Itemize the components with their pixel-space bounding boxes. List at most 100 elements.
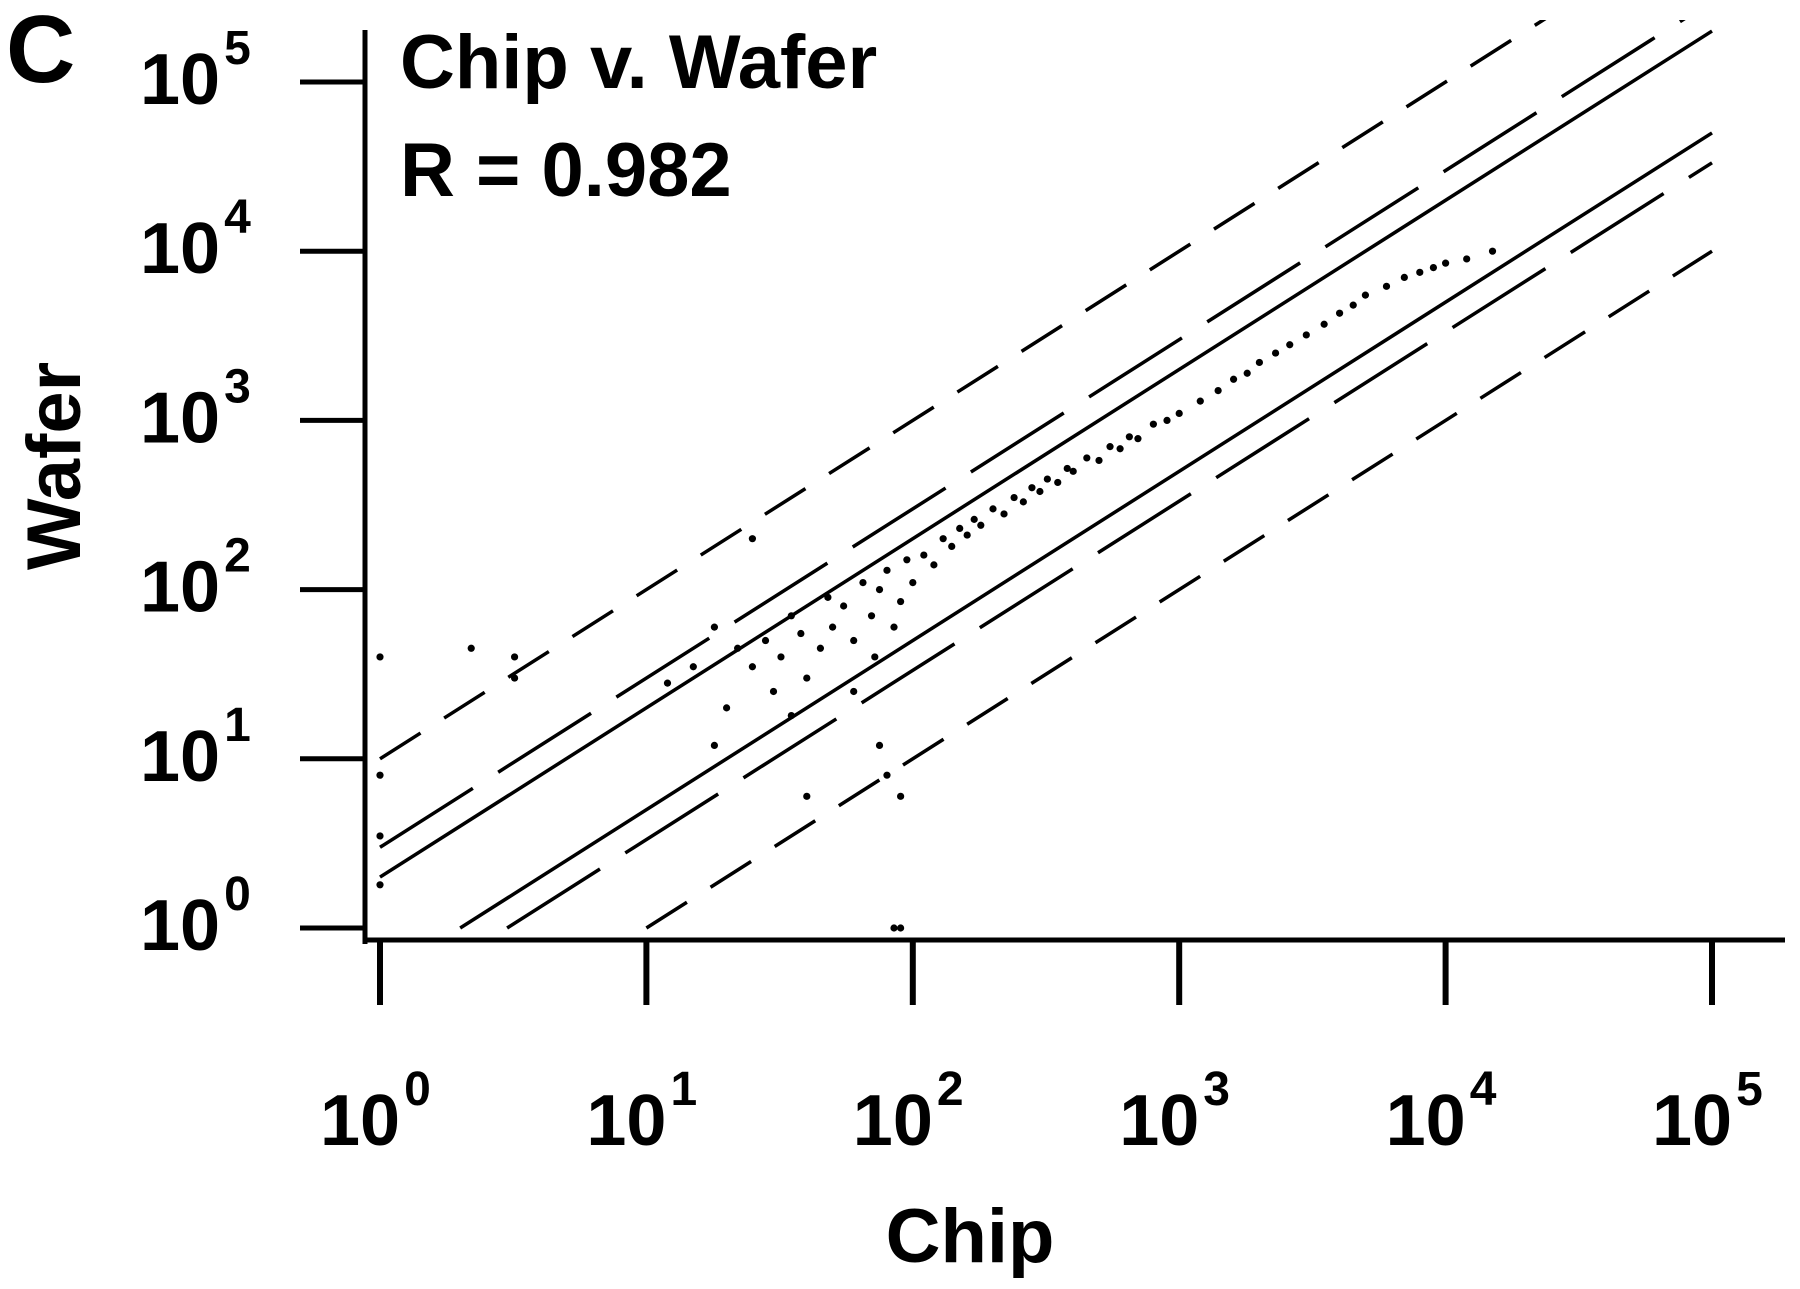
data-point (376, 653, 384, 661)
x-tick-exponent: 5 (1736, 1063, 1763, 1116)
y-tick-exponent: 0 (224, 868, 251, 921)
data-point (467, 644, 475, 652)
data-point (1125, 433, 1133, 441)
y-tick-label: 105 (140, 22, 251, 120)
data-point (1069, 467, 1077, 475)
data-point (710, 623, 719, 631)
y-tick-exponent: 2 (224, 530, 251, 583)
data-point (689, 663, 697, 671)
y-tick-label: 103 (140, 360, 251, 458)
data-point (1302, 331, 1310, 339)
data-point (510, 674, 519, 682)
data-point (769, 687, 778, 696)
data-point (1429, 263, 1438, 272)
data-point (829, 623, 837, 631)
data-point (1019, 498, 1027, 506)
reference-line-long-dash (506, 161, 1713, 930)
data-point (1271, 349, 1280, 357)
x-tick-label: 100 (320, 1063, 431, 1161)
data-point (897, 924, 905, 932)
y-tick-label: 104 (140, 191, 251, 289)
data-point (1063, 464, 1071, 473)
data-point (1320, 320, 1328, 328)
data-point (956, 524, 964, 532)
data-point (989, 505, 997, 513)
data-point (1134, 435, 1142, 443)
reference-line-short-dash (645, 249, 1713, 930)
data-point (850, 687, 858, 696)
data-point (1243, 369, 1251, 377)
data-point (1036, 487, 1044, 496)
x-tick-exponent: 2 (937, 1063, 964, 1116)
data-point (1286, 341, 1294, 349)
data-point (1416, 268, 1424, 276)
data-point (1400, 273, 1408, 282)
x-tick-label: 102 (853, 1063, 964, 1161)
data-point (1214, 387, 1222, 395)
chart-title: Chip v. Wafer (400, 20, 877, 105)
data-point (376, 881, 384, 889)
data-point (909, 578, 917, 587)
data-point (1382, 282, 1391, 290)
data-point (1463, 255, 1471, 263)
data-point (710, 741, 719, 750)
data-point (897, 792, 905, 800)
y-tick-exponent: 5 (224, 22, 251, 75)
data-point (1043, 475, 1051, 483)
data-point (867, 612, 876, 620)
data-point (376, 771, 384, 779)
panel-label: C (6, 0, 75, 103)
data-point (871, 653, 879, 661)
data-point (1349, 301, 1357, 309)
data-point (1442, 259, 1450, 267)
data-point (1116, 445, 1124, 453)
data-point (824, 593, 832, 601)
y-axis-label: Wafer (12, 362, 97, 570)
y-tick-exponent: 4 (224, 191, 251, 244)
data-point (803, 792, 811, 800)
data-point (875, 741, 884, 750)
x-tick-exponent: 0 (404, 1063, 431, 1116)
data-point (890, 623, 898, 631)
x-tick-label: 101 (586, 1063, 697, 1161)
reference-line-solid (379, 29, 1713, 879)
y-tick-label: 102 (140, 530, 251, 628)
data-point (963, 531, 971, 539)
data-point (663, 679, 672, 687)
data-point (1095, 456, 1103, 465)
reference-line-solid (459, 131, 1713, 930)
data-point (748, 535, 757, 543)
data-point (859, 578, 867, 587)
data-point (1255, 358, 1263, 367)
data-point (816, 644, 825, 652)
x-tick-exponent: 3 (1203, 1063, 1230, 1116)
y-tick-exponent: 1 (224, 699, 251, 752)
x-tick-label: 104 (1386, 1063, 1497, 1161)
data-point (787, 612, 795, 620)
data-point (748, 663, 757, 671)
data-point (734, 644, 742, 652)
data-point (376, 832, 384, 840)
data-point (939, 535, 947, 543)
data-point (1175, 409, 1183, 417)
data-point (890, 924, 898, 932)
data-point (722, 704, 731, 712)
data-point (840, 602, 848, 610)
data-point (1000, 510, 1008, 518)
correlation-annotation: R = 0.982 (400, 128, 732, 213)
data-point (1335, 309, 1344, 317)
reference-line-long-dash (379, 20, 1686, 849)
x-tick-label: 103 (1119, 1063, 1230, 1161)
y-tick-exponent: 3 (224, 360, 251, 413)
x-tick-exponent: 4 (1470, 1063, 1497, 1116)
data-point (948, 542, 956, 551)
data-point (1010, 493, 1018, 502)
data-point (970, 515, 978, 523)
data-point (1054, 478, 1062, 487)
data-point (510, 653, 519, 661)
data-point (875, 586, 884, 594)
data-point (761, 636, 770, 645)
data-point (850, 636, 858, 645)
